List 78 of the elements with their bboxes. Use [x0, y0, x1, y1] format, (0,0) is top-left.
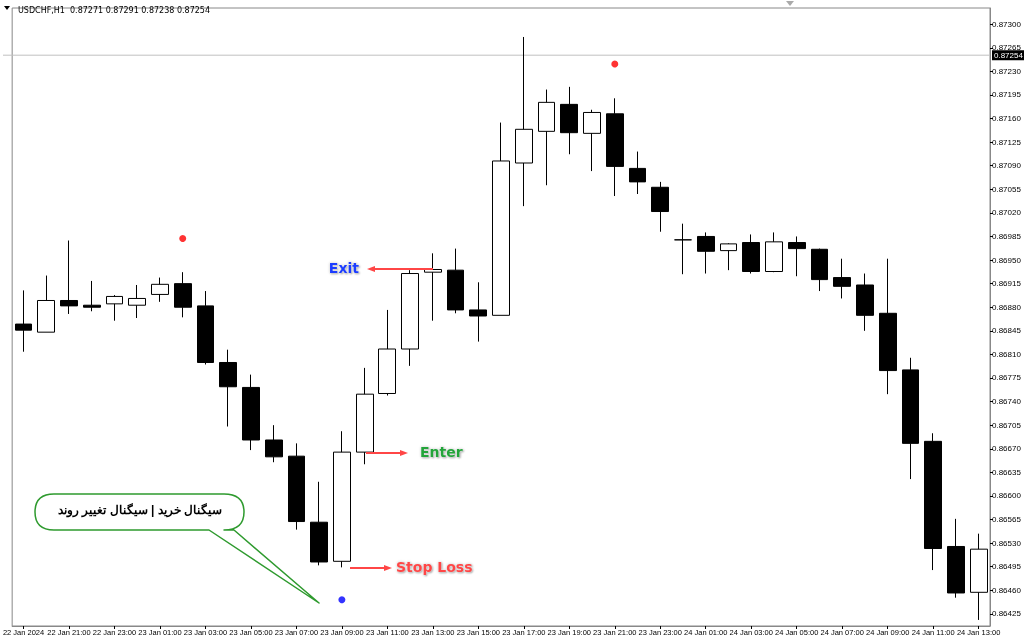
- point: [338, 596, 346, 604]
- y-tick-label: 0.86985: [992, 231, 1022, 241]
- candlestick: [902, 357, 919, 480]
- candlestick: [401, 269, 419, 367]
- y-tick-label: 0.87300: [992, 19, 1022, 29]
- y-tick-label: 0.86740: [992, 397, 1022, 407]
- candlestick: [788, 235, 806, 277]
- candlestick: [833, 258, 851, 299]
- point: [611, 60, 619, 68]
- candlestick: [538, 89, 555, 186]
- chart-title: USDCHF,H1 0.87271 0.87291 0.87238 0.87254: [18, 5, 210, 15]
- y-tick-label: 0.86810: [992, 349, 1022, 359]
- candlestick: [60, 240, 78, 315]
- y-tick-label: 0.87055: [992, 184, 1022, 194]
- y-tick-label: 0.86775: [992, 373, 1022, 383]
- candlestick: [242, 374, 260, 451]
- candlestick: [924, 432, 942, 571]
- y-tick-label: 0.87020: [992, 208, 1022, 218]
- y-tick-label: 0.86600: [992, 491, 1022, 501]
- candlestick: [424, 252, 442, 322]
- candlestick: [560, 86, 578, 155]
- y-tick-label: 0.86705: [992, 420, 1022, 430]
- y-tick-label: 0.87195: [992, 90, 1022, 100]
- annotation: Stop Loss: [396, 559, 473, 575]
- candlestick: [83, 280, 101, 312]
- candlestick: [37, 275, 55, 333]
- candlestick: [515, 36, 533, 207]
- candlestick: [765, 231, 783, 273]
- candlestick: [811, 248, 828, 292]
- candlestick: [197, 290, 214, 366]
- candlestick: [174, 271, 192, 318]
- candlestick: [219, 349, 237, 428]
- y-tick-label: 0.87160: [992, 114, 1022, 124]
- candlestick: [151, 277, 169, 303]
- annotation: Exit: [328, 260, 359, 277]
- y-tick-label: 0.86635: [992, 467, 1022, 477]
- y-tick-label: 0.86425: [992, 609, 1022, 619]
- annotation: سیگنال خرید | سیگنال تغییر روند: [57, 503, 223, 517]
- annotation: Enter: [420, 444, 463, 460]
- y-tick-label: 0.86880: [992, 302, 1022, 312]
- ref-line-label: 0.87254: [994, 50, 1024, 60]
- candlestick: [310, 481, 328, 566]
- candlestick: [651, 181, 669, 233]
- candlestick: [970, 533, 988, 621]
- candlestick: [697, 231, 715, 275]
- candlestick: [288, 442, 305, 531]
- candlestick: [106, 294, 123, 322]
- candlestick: [742, 233, 760, 275]
- y-tick-label: 0.86915: [992, 279, 1022, 289]
- candlestick: [856, 273, 874, 332]
- y-tick-label: 0.86495: [992, 562, 1022, 572]
- y-tick-label: 0.87230: [992, 66, 1022, 76]
- candlestick: [492, 122, 510, 316]
- candlestick: [469, 281, 487, 343]
- y-tick-label: 0.86565: [992, 515, 1022, 525]
- candlestick: [674, 223, 692, 275]
- y-tick-label: 0.87265: [992, 43, 1022, 53]
- y-tick-label: 0.86845: [992, 326, 1022, 336]
- candlestick: [629, 151, 646, 195]
- candlestick: [356, 367, 374, 465]
- candlestick: [947, 518, 965, 599]
- y-tick-label: 0.86670: [992, 444, 1022, 454]
- candlestick: [583, 109, 601, 172]
- candlestick: [447, 248, 464, 314]
- y-tick-label: 0.87090: [992, 161, 1022, 171]
- candlestick: [606, 97, 624, 197]
- candlestick: [15, 289, 32, 353]
- y-tick-label: 0.86460: [992, 585, 1022, 595]
- candlestick: [720, 242, 737, 271]
- candlestick: [333, 430, 351, 568]
- point: [179, 234, 187, 242]
- candlestick: [378, 309, 396, 397]
- candlestick: [128, 284, 146, 319]
- y-tick-label: 0.87125: [992, 137, 1022, 147]
- y-tick-label: 0.86950: [992, 255, 1022, 265]
- y-tick-label: 0.86530: [992, 538, 1022, 548]
- candlestick: [265, 424, 283, 463]
- candlestick: [879, 258, 897, 395]
